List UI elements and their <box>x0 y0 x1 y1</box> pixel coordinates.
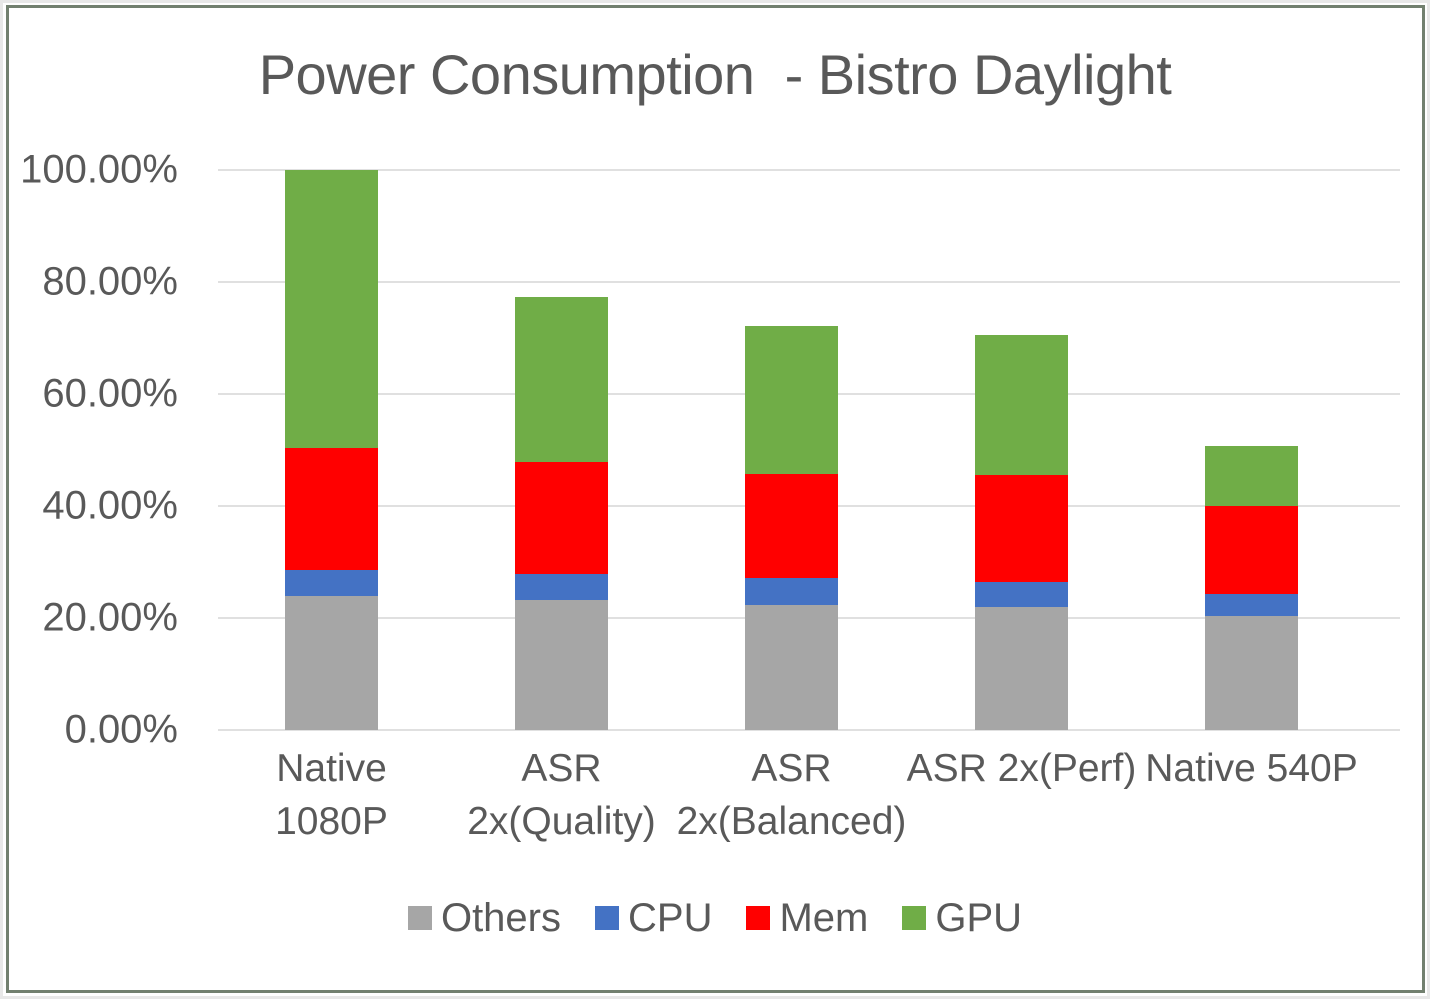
x-tick-label: Native 540P <box>1145 747 1358 790</box>
bar-segment-mem[interactable] <box>1205 506 1298 594</box>
bar-segment-cpu[interactable] <box>975 581 1068 607</box>
bar-segment-mem[interactable] <box>285 448 378 571</box>
bar-segment-gpu[interactable] <box>515 297 608 463</box>
bar-segment-cpu[interactable] <box>515 574 608 601</box>
bar-segment-others[interactable] <box>515 600 608 730</box>
x-tick-label: ASR 2x(Quality) <box>467 747 656 843</box>
legend-item[interactable]: GPU <box>902 898 1022 938</box>
chart-title: Power Consumption - Bistro Daylight <box>258 43 1172 106</box>
y-tick-label: 100.00% <box>20 147 178 192</box>
bar-segment-others[interactable] <box>1205 615 1298 730</box>
legend-item[interactable]: CPU <box>595 898 712 938</box>
gridline <box>218 729 1400 731</box>
bar-column[interactable] <box>515 297 608 730</box>
bar-segment-mem[interactable] <box>515 462 608 575</box>
bar-column[interactable] <box>1205 446 1298 730</box>
bar-segment-gpu[interactable] <box>285 170 378 449</box>
legend-label: Others <box>440 896 561 940</box>
legend-item[interactable]: Mem <box>746 898 868 938</box>
bar-segment-gpu[interactable] <box>1205 446 1298 507</box>
legend-item[interactable]: Others <box>407 896 561 940</box>
bar-segment-others[interactable] <box>745 605 838 730</box>
y-tick-label: 40.00% <box>42 483 178 528</box>
gridline <box>218 281 1400 283</box>
bar-segment-gpu[interactable] <box>975 335 1068 475</box>
y-tick-label: 0.00% <box>64 707 178 752</box>
x-axis-tick-labels: Native 1080P ASR 2x(Quality) ASR 2x(Balanc… <box>218 742 1400 862</box>
bar-column[interactable] <box>975 335 1068 730</box>
legend-swatch-icon <box>595 906 619 930</box>
bar-segment-mem[interactable] <box>975 474 1068 582</box>
y-tick-label: 20.00% <box>42 595 178 640</box>
bar-segment-others[interactable] <box>285 596 378 730</box>
bar-segment-cpu[interactable] <box>1205 593 1298 616</box>
plot-area <box>218 169 1400 731</box>
bar-column[interactable] <box>745 326 838 730</box>
x-tick-label: ASR 2x(Balanced) <box>676 747 907 843</box>
legend-label: Mem <box>779 896 869 940</box>
legend-swatch-icon <box>746 906 771 930</box>
y-tick-label: 80.00% <box>42 259 178 304</box>
bar-segment-gpu[interactable] <box>745 326 838 475</box>
x-tick-label: ASR 2x(Perf) <box>906 747 1137 790</box>
y-axis-tick-labels: 0.00% 20.00% 40.00% 60.00% 80.00% 100.00% <box>0 148 200 752</box>
bar-segment-others[interactable] <box>975 606 1068 730</box>
y-tick-label: 60.00% <box>42 371 178 416</box>
legend-label: CPU <box>628 896 713 940</box>
legend-swatch-icon <box>902 906 927 930</box>
legend-swatch-icon <box>407 906 432 930</box>
bar-column[interactable] <box>285 170 378 730</box>
bar-segment-cpu[interactable] <box>285 570 378 597</box>
chart-legend: Others CPU Mem GPU <box>0 898 1430 938</box>
legend-label: GPU <box>935 896 1023 940</box>
bar-segment-mem[interactable] <box>745 474 838 579</box>
x-tick-label: Native 1080P <box>275 747 388 843</box>
gridline <box>218 169 1400 171</box>
bar-segment-cpu[interactable] <box>745 578 838 606</box>
